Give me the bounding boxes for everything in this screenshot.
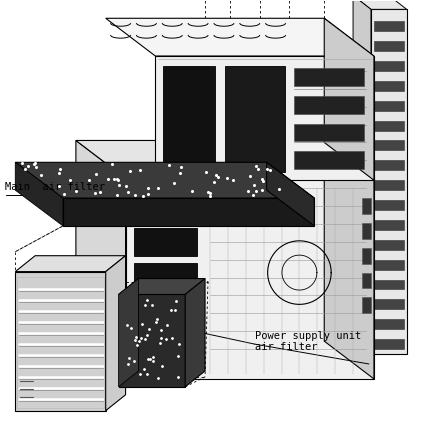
Polygon shape [371,9,407,354]
Polygon shape [362,223,371,239]
Polygon shape [295,68,364,86]
Polygon shape [374,61,404,71]
Polygon shape [374,160,404,170]
Text: Power supply unit: Power supply unit [255,331,361,341]
Polygon shape [106,256,126,411]
Polygon shape [374,200,404,210]
Polygon shape [119,279,138,387]
Polygon shape [63,198,314,226]
Polygon shape [225,66,284,172]
Text: Main  air filter: Main air filter [5,182,106,192]
Polygon shape [362,273,371,289]
Polygon shape [353,0,371,354]
Polygon shape [267,162,314,226]
Polygon shape [119,295,185,387]
Polygon shape [76,141,126,379]
Polygon shape [155,56,374,180]
Polygon shape [106,18,374,56]
Polygon shape [374,240,404,250]
Polygon shape [15,272,105,411]
Polygon shape [353,0,407,9]
Polygon shape [374,180,404,190]
Polygon shape [163,66,215,172]
Polygon shape [15,162,314,198]
Polygon shape [324,141,374,379]
Polygon shape [295,151,364,169]
Text: air filter: air filter [255,342,317,352]
Polygon shape [374,260,404,270]
Polygon shape [374,41,404,51]
Polygon shape [133,193,197,221]
Polygon shape [133,228,197,256]
Polygon shape [15,256,126,272]
Polygon shape [295,96,364,114]
Polygon shape [374,21,404,31]
Polygon shape [362,298,371,313]
Polygon shape [374,279,404,289]
Polygon shape [374,220,404,230]
Polygon shape [374,319,404,329]
Polygon shape [374,81,404,91]
Polygon shape [374,121,404,130]
Polygon shape [185,279,205,387]
Polygon shape [133,262,197,290]
Polygon shape [374,339,404,349]
Polygon shape [119,279,205,295]
Polygon shape [324,18,374,180]
Polygon shape [76,141,374,178]
Polygon shape [374,300,404,309]
Polygon shape [295,124,364,141]
Polygon shape [374,141,404,150]
Polygon shape [374,101,404,111]
Polygon shape [15,162,63,226]
Polygon shape [362,248,371,264]
Polygon shape [126,178,374,379]
Polygon shape [362,198,371,214]
